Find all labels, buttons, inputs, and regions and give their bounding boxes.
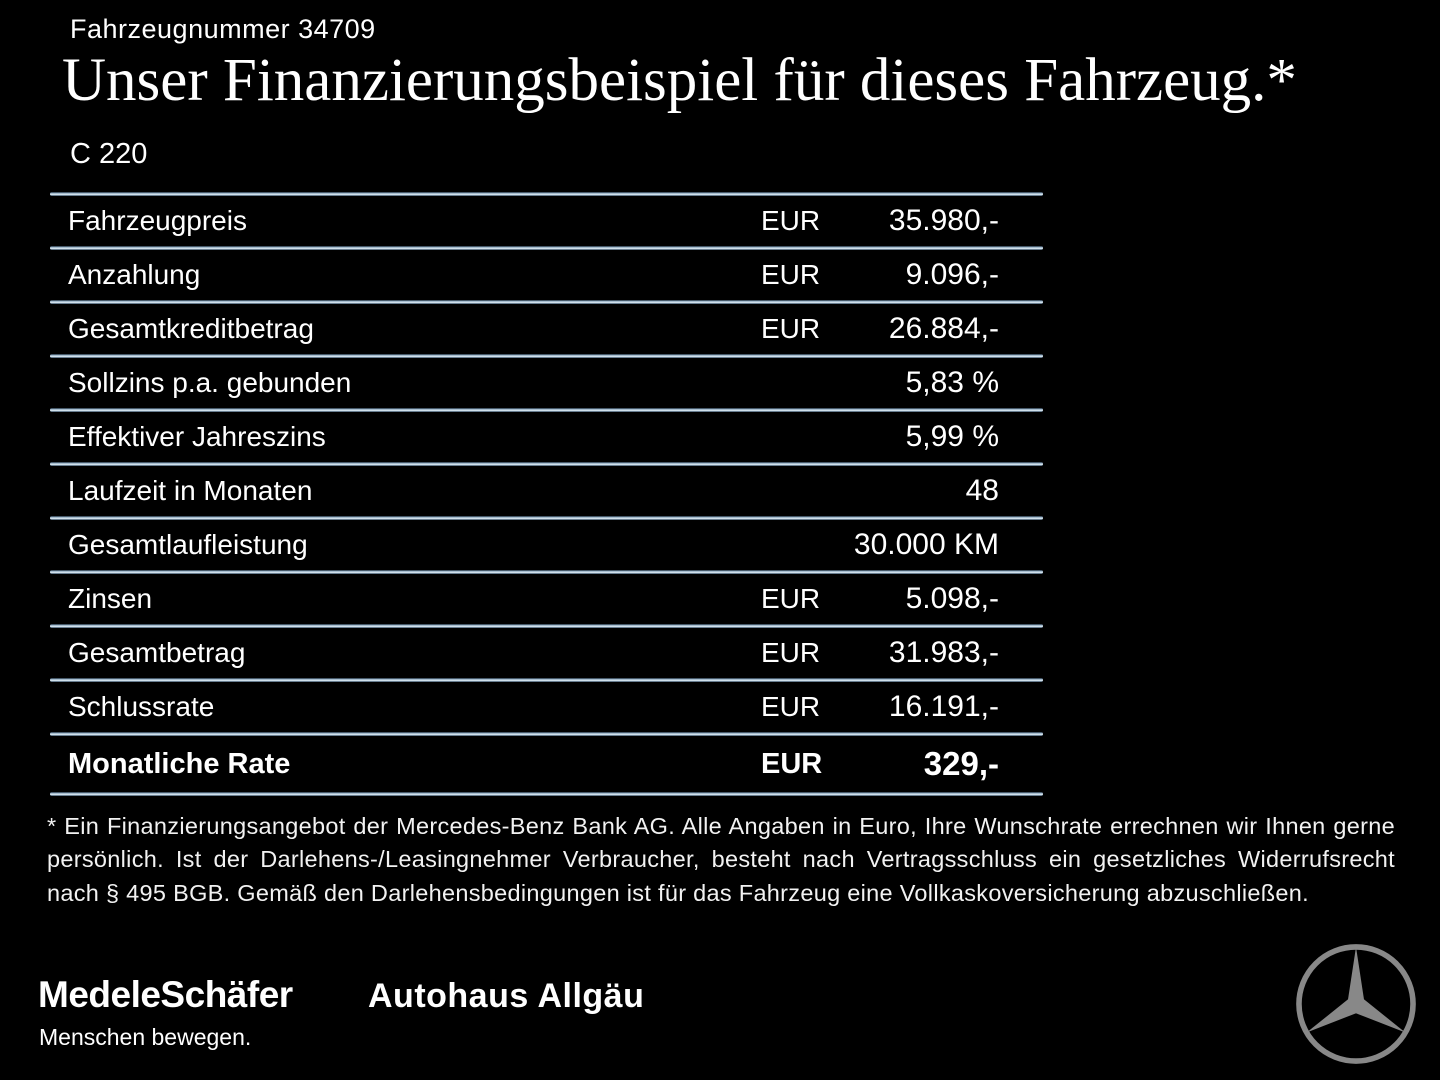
row-label: Gesamtbetrag <box>68 637 246 668</box>
row-currency: EUR <box>761 259 821 290</box>
dealer-logo-medele-schaefer: MedeleSchäfer <box>38 974 293 1015</box>
table-row: Effektiver Jahreszins 5,99 % <box>50 412 1043 462</box>
row-currency: EUR <box>761 637 821 668</box>
row-label: Fahrzeugpreis <box>68 205 247 236</box>
table-row: Zinsen EUR 5.098,- <box>50 574 1043 624</box>
row-divider <box>50 678 1043 682</box>
row-currency: EUR <box>761 691 821 722</box>
mercedes-benz-star-icon <box>1296 944 1416 1064</box>
finance-table: Fahrzeugpreis EUR 35.980,- Anzahlung EUR… <box>50 192 1043 796</box>
row-label: Sollzins p.a. gebunden <box>68 367 352 398</box>
table-row: Gesamtbetrag EUR 31.983,- <box>50 628 1043 678</box>
row-value: 30.000 KM <box>853 528 999 561</box>
dealer-logo-autohaus-allgaeu: Autohaus Allgäu <box>368 977 645 1015</box>
row-divider <box>50 246 1043 250</box>
table-row: Gesamtkreditbetrag EUR 26.884,- <box>50 304 1043 354</box>
row-value: 5,83 % <box>905 366 999 399</box>
row-value: 31.983,- <box>888 636 999 669</box>
dealer-tagline: Menschen bewegen. <box>39 1024 252 1050</box>
legal-footnote: * Ein Finanzierungsangebot der Mercedes-… <box>47 813 1395 906</box>
row-label: Monatliche Rate <box>68 747 291 780</box>
row-divider <box>50 570 1043 574</box>
row-divider <box>50 732 1043 736</box>
row-divider <box>50 792 1043 796</box>
row-value: 9.096,- <box>905 258 999 291</box>
row-label: Gesamtlaufleistung <box>68 529 308 560</box>
row-currency: EUR <box>761 747 823 780</box>
row-value: 26.884,- <box>888 312 999 345</box>
row-currency: EUR <box>761 313 821 344</box>
table-row: Gesamtlaufleistung 30.000 KM <box>50 520 1043 570</box>
row-currency: EUR <box>761 205 821 236</box>
row-label: Schlussrate <box>68 691 215 722</box>
table-row: Schlussrate EUR 16.191,- <box>50 682 1043 732</box>
row-divider <box>50 408 1043 412</box>
row-value: 16.191,- <box>888 690 999 723</box>
row-label: Zinsen <box>68 583 153 614</box>
row-value: 48 <box>965 474 999 507</box>
row-currency: EUR <box>761 583 821 614</box>
row-divider <box>50 462 1043 466</box>
row-value: 5,99 % <box>905 420 999 453</box>
row-divider <box>50 300 1043 304</box>
page-title: Unser Finanzierungsbeispiel für dieses F… <box>62 47 1297 114</box>
table-row: Fahrzeugpreis EUR 35.980,- <box>50 196 1043 246</box>
row-label: Effektiver Jahreszins <box>68 421 326 452</box>
row-divider <box>50 624 1043 628</box>
row-value: 35.980,- <box>888 204 999 237</box>
table-row: Sollzins p.a. gebunden 5,83 % <box>50 358 1043 408</box>
row-label: Gesamtkreditbetrag <box>68 313 314 344</box>
row-value: 329,- <box>923 745 999 782</box>
vehicle-model: C 220 <box>70 138 148 170</box>
table-row-monthly-rate: Monatliche Rate EUR 329,- <box>50 736 1043 792</box>
row-label: Laufzeit in Monaten <box>68 475 313 506</box>
row-label: Anzahlung <box>68 259 201 290</box>
row-divider <box>50 354 1043 358</box>
table-row: Anzahlung EUR 9.096,- <box>50 250 1043 300</box>
table-row: Laufzeit in Monaten 48 <box>50 466 1043 516</box>
row-divider <box>50 516 1043 520</box>
row-divider <box>50 192 1043 196</box>
row-value: 5.098,- <box>905 582 999 615</box>
vehicle-number: Fahrzeugnummer 34709 <box>70 14 376 44</box>
